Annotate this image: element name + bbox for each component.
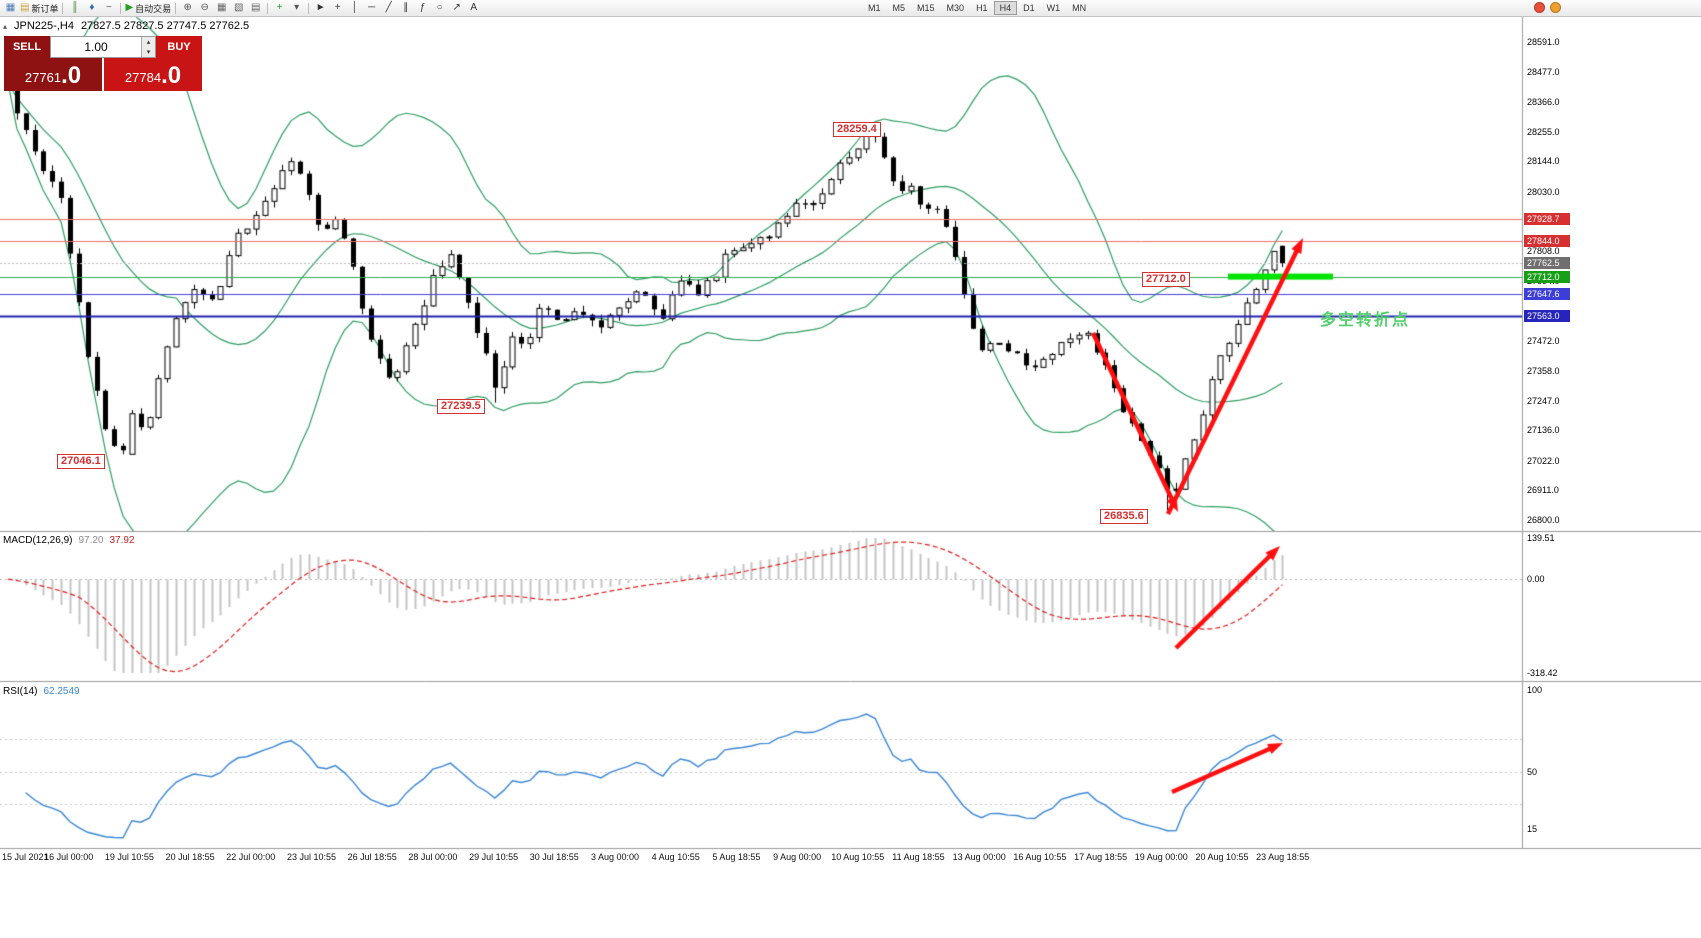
new-order-button-label: 新订单 bbox=[31, 3, 59, 14]
timeframe-button-m5[interactable]: M5 bbox=[892, 3, 906, 13]
tile-windows-icon-glyph: ▦ bbox=[216, 2, 227, 13]
rsi-indicator-label: RSI(14) 62.2549 bbox=[3, 686, 86, 697]
horizontal-line-icon[interactable]: ─ bbox=[363, 1, 380, 16]
timeframe-button-m15[interactable]: M15 bbox=[917, 3, 935, 13]
indicator-list-icon[interactable]: ▾ bbox=[288, 1, 305, 16]
arrows-icon[interactable]: ↗ bbox=[448, 1, 465, 16]
line-chart-icon-glyph: ~ bbox=[106, 2, 112, 13]
channel-icon-glyph: ∥ bbox=[403, 2, 409, 13]
notification-icon[interactable] bbox=[1534, 2, 1545, 13]
timeframe-button-w1[interactable]: W1 bbox=[1046, 3, 1061, 13]
vertical-line-icon-glyph: │ bbox=[351, 2, 358, 13]
indicators-icon-glyph: + bbox=[276, 2, 283, 13]
indicator-list-icon-glyph: ▾ bbox=[294, 2, 300, 13]
macd-main-value: 97.20 bbox=[78, 535, 104, 546]
zoom-out-icon-glyph: ⊖ bbox=[200, 2, 209, 13]
toolbar-separator bbox=[120, 2, 122, 14]
text-icon-glyph: A bbox=[470, 2, 478, 13]
cursor-icon[interactable]: ► bbox=[312, 1, 329, 16]
trendline-icon-glyph: ╱ bbox=[385, 2, 392, 13]
chart-ohlc-values: 27827.5 27827.5 27747.5 27762.5 bbox=[80, 20, 250, 32]
macd-signal-value: 37.92 bbox=[109, 535, 135, 546]
zoom-out-icon[interactable]: ⊖ bbox=[196, 1, 213, 16]
autotrading-button[interactable]: ▶ 自动交易 bbox=[124, 1, 172, 16]
line-chart-icon[interactable]: ~ bbox=[100, 1, 117, 16]
one-click-trading-panel: SELL ▴ ▾ BUY 27761.0 27784.0 bbox=[4, 36, 202, 91]
rsi-value: 62.2549 bbox=[43, 686, 80, 697]
bar-chart-icon[interactable]: ║ bbox=[66, 1, 83, 16]
volume-input[interactable] bbox=[51, 37, 141, 57]
zoom-in-icon[interactable]: ⊕ bbox=[179, 1, 196, 16]
timeframe-button-h4[interactable]: H4 bbox=[993, 1, 1018, 15]
chart-info-line: ▴ JPN225-,H4 27827.5 27827.5 27747.5 277… bbox=[3, 20, 249, 32]
toolbar-separator bbox=[267, 2, 269, 14]
chart-symbol-period: JPN225-,H4 bbox=[14, 20, 74, 32]
bar-chart-icon-glyph: ║ bbox=[71, 2, 79, 13]
toolbar-separator bbox=[62, 2, 64, 14]
autotrading-button-glyph: ▶ bbox=[125, 2, 134, 13]
indicators-icon[interactable]: + bbox=[271, 1, 288, 16]
channel-icon[interactable]: ∥ bbox=[397, 1, 414, 16]
fibonacci-icon-glyph: ƒ bbox=[419, 2, 426, 13]
terminal-window-icon[interactable]: ▦ bbox=[2, 1, 19, 16]
fibonacci-icon[interactable]: ƒ bbox=[414, 1, 431, 16]
buy-price-pips: .0 bbox=[161, 62, 182, 89]
rsi-name: RSI(14) bbox=[3, 686, 38, 697]
timeframe-button-d1[interactable]: D1 bbox=[1023, 3, 1035, 13]
horizontal-line-icon-glyph: ─ bbox=[368, 2, 376, 13]
buy-price-main: 27784 bbox=[124, 70, 162, 85]
macd-name: MACD(12,26,9) bbox=[3, 535, 73, 546]
buy-button[interactable]: BUY bbox=[156, 36, 202, 58]
terminal-window-icon-glyph: ▦ bbox=[5, 2, 16, 13]
candlestick-chart-icon-glyph: ♦ bbox=[89, 2, 95, 13]
panel-collapse-icon[interactable]: ▴ bbox=[3, 21, 8, 31]
shapes-icon[interactable]: ○ bbox=[431, 1, 448, 16]
volume-down-button[interactable]: ▾ bbox=[142, 47, 155, 57]
new-order-button[interactable]: ▤ 新订单 bbox=[19, 1, 59, 16]
arrows-icon-glyph: ↗ bbox=[452, 2, 461, 13]
cascade-windows-icon[interactable]: ▧ bbox=[230, 1, 247, 16]
timeframe-button-h1[interactable]: H1 bbox=[976, 3, 988, 13]
new-chart-icon[interactable]: ▤ bbox=[247, 1, 264, 16]
timeframe-button-mn[interactable]: MN bbox=[1072, 3, 1087, 13]
vertical-line-icon[interactable]: │ bbox=[346, 1, 363, 16]
toolbar-separator bbox=[308, 2, 310, 14]
autotrading-button-label: 自动交易 bbox=[135, 3, 172, 14]
volume-spinner: ▴ ▾ bbox=[141, 37, 155, 57]
sell-price-main: 27761 bbox=[24, 70, 62, 85]
new-chart-icon-glyph: ▤ bbox=[250, 2, 261, 13]
volume-field: ▴ ▾ bbox=[50, 36, 156, 58]
shapes-icon-glyph: ○ bbox=[436, 2, 443, 13]
timeframe-toolbar: M1 M5 M15 M30 H1 H4 D1 W1 MN bbox=[862, 1, 1092, 15]
volume-up-button[interactable]: ▴ bbox=[142, 37, 155, 47]
cascade-windows-icon-glyph: ▧ bbox=[233, 2, 244, 13]
zoom-in-icon-glyph: ⊕ bbox=[183, 2, 192, 13]
timeframe-button-m30[interactable]: M30 bbox=[946, 3, 965, 13]
timeframe-button-m1[interactable]: M1 bbox=[868, 3, 881, 13]
text-icon[interactable]: A bbox=[465, 1, 482, 16]
new-order-button-glyph: ▤ bbox=[20, 2, 30, 13]
cursor-icon-glyph: ► bbox=[315, 2, 326, 13]
macd-indicator-label: MACD(12,26,9) 97.20 37.92 bbox=[3, 535, 141, 546]
trendline-icon[interactable]: ╱ bbox=[380, 1, 397, 16]
sell-button[interactable]: SELL bbox=[4, 36, 50, 58]
toolbar-separator bbox=[175, 2, 177, 14]
annotation-text: 多空转折点 bbox=[1320, 312, 1411, 329]
crosshair-icon[interactable]: + bbox=[329, 1, 346, 16]
crosshair-icon-glyph: + bbox=[334, 2, 341, 13]
buy-price-display[interactable]: 27784.0 bbox=[104, 58, 202, 91]
community-icon[interactable] bbox=[1550, 2, 1561, 13]
tile-windows-icon[interactable]: ▦ bbox=[213, 1, 230, 16]
toolbar-status-icons bbox=[1534, 2, 1561, 13]
candlestick-chart-icon[interactable]: ♦ bbox=[83, 1, 100, 16]
toolbar: ▦ ▤ 新订单 ║ ♦ ~ ▶ 自动交易 ⊕ ⊖ ▦ ▧ ▤ + ▾ ► + │ ─ ╱ ∥ ƒ ○ ↗ A bbox=[0, 0, 1701, 17]
sell-price-display[interactable]: 27761.0 bbox=[4, 58, 102, 91]
sell-price-pips: .0 bbox=[61, 62, 82, 89]
